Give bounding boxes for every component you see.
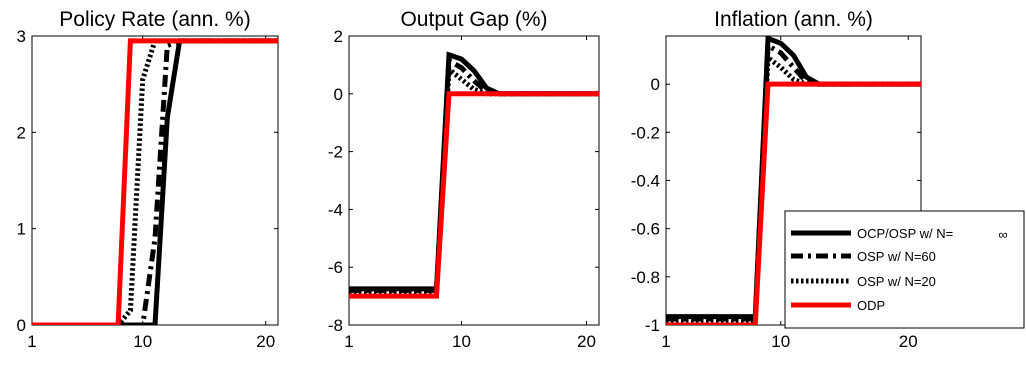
legend-label-osp-w-n-60: OSP w/ N=60 bbox=[857, 249, 936, 264]
x-tick-label: 10 bbox=[771, 332, 790, 351]
y-tick-label: 2 bbox=[334, 27, 343, 46]
series-line-odp bbox=[32, 38, 278, 325]
legend-label-osp-w-n-20: OSP w/ N=20 bbox=[857, 274, 936, 289]
y-tick-label: 0 bbox=[334, 85, 343, 104]
legend-label-odp: ODP bbox=[857, 298, 885, 313]
x-tick-label: 1 bbox=[661, 332, 670, 351]
legend-label-ocp-osp-w-n: OCP/OSP w/ N= bbox=[857, 226, 953, 241]
y-tick-label: 0 bbox=[17, 316, 26, 335]
series-line-ocp-osp-w-n bbox=[349, 51, 599, 292]
y-tick-label: 0 bbox=[651, 75, 660, 94]
series-line-osp-w-n-60 bbox=[32, 38, 278, 325]
x-tick-label: 10 bbox=[133, 332, 152, 351]
x-tick-label: 1 bbox=[27, 332, 36, 351]
series-line-ocp-osp-w-n bbox=[32, 38, 278, 325]
chart-title: Output Gap (%) bbox=[400, 8, 547, 31]
infinity-symbol: ∞ bbox=[998, 227, 1007, 242]
y-tick-label: 3 bbox=[17, 27, 26, 46]
series-line-osp-w-n-20 bbox=[349, 64, 599, 296]
series-line-osp-w-n-20 bbox=[666, 52, 921, 324]
series-group bbox=[349, 51, 599, 299]
y-tick-label: -6 bbox=[328, 258, 343, 277]
y-tick-label: -0.4 bbox=[631, 172, 660, 191]
y-tick-label: -0.6 bbox=[631, 220, 660, 239]
y-tick-label: -1 bbox=[645, 316, 660, 335]
x-tick-label: 20 bbox=[899, 332, 918, 351]
series-line-odp bbox=[666, 81, 921, 325]
series-line-odp bbox=[349, 91, 599, 299]
plot-area bbox=[31, 35, 279, 326]
legend: OCP/OSP w/ N= ∞ OSP w/ N=60 OSP w/ N=20 ODP bbox=[784, 210, 1025, 329]
y-tick-label: -8 bbox=[328, 316, 343, 335]
x-tick-label: 20 bbox=[256, 332, 275, 351]
x-tick-label: 10 bbox=[452, 332, 471, 351]
x-tick-label: 20 bbox=[577, 332, 596, 351]
series-line-osp-w-n-20 bbox=[32, 38, 278, 325]
series-group bbox=[32, 38, 278, 325]
series-line-osp-w-n-60 bbox=[349, 56, 599, 293]
y-tick-label: 1 bbox=[17, 220, 26, 239]
plot-area bbox=[348, 35, 600, 326]
y-tick-label: 2 bbox=[17, 123, 26, 142]
output-gap-panel: Output Gap (%) 1 10 20 -8 -6 -4 -2 0 2 bbox=[328, 8, 600, 351]
series-group bbox=[666, 36, 921, 325]
y-tick-label: -0.8 bbox=[631, 268, 660, 287]
inflation-panel: Inflation (ann. %) 1 10 20 -1 -0.8 -0.6 -0.4 -0.… bbox=[631, 8, 922, 351]
y-tick-label: -2 bbox=[328, 143, 343, 162]
y-tick-label: -4 bbox=[328, 200, 343, 219]
y-tick-label: -0.2 bbox=[631, 123, 660, 142]
chart-title: Inflation (ann. %) bbox=[714, 8, 873, 31]
x-tick-label: 1 bbox=[344, 332, 353, 351]
chart-title: Policy Rate (ann. %) bbox=[59, 8, 250, 31]
